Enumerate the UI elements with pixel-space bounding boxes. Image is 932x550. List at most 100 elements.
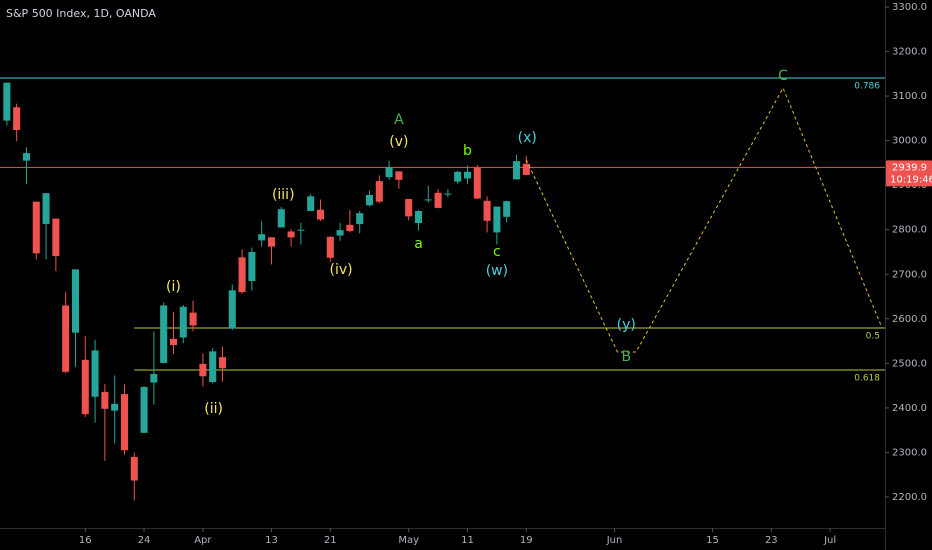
candle-body: [512, 161, 521, 180]
last-price-label: 2939.9: [892, 162, 927, 173]
candle-body: [375, 181, 383, 202]
countdown-label: 10:19:46: [890, 174, 932, 185]
x-tick-label: 15: [706, 535, 719, 546]
x-tick-label: Jul: [823, 535, 836, 546]
projection-path: [525, 86, 883, 353]
fib-level-label: 0.5: [866, 331, 880, 341]
y-tick-label: 3300.0: [892, 2, 927, 13]
y-tick-label: 3000.0: [892, 136, 927, 147]
candle-body: [3, 82, 11, 121]
candle-body: [434, 192, 442, 208]
candle-body: [483, 200, 491, 221]
x-tick-label: Jun: [606, 535, 623, 546]
candle-body: [209, 351, 217, 383]
wave-label: (i): [166, 279, 181, 295]
x-tick-label: 21: [324, 535, 337, 546]
wave-label: (y): [617, 317, 636, 333]
y-tick-label: 2300.0: [892, 447, 927, 458]
candle-body: [22, 153, 30, 161]
candle-body: [258, 234, 266, 241]
y-tick-label: 2400.0: [892, 403, 927, 414]
candle-body: [13, 107, 21, 130]
wave-label: (ii): [204, 401, 223, 417]
candle-body: [130, 456, 138, 481]
wave-label: (w): [486, 263, 508, 279]
candle-body: [248, 251, 256, 281]
candle-body: [218, 357, 227, 369]
candle-body: [503, 201, 511, 217]
candle-body: [267, 237, 276, 247]
y-tick-label: 2600.0: [892, 314, 927, 325]
candle-body: [346, 224, 354, 232]
wave-label: (iv): [330, 262, 353, 278]
candle-body: [91, 350, 99, 397]
candle-body: [42, 193, 50, 224]
candle-body: [120, 394, 128, 451]
x-tick-label: 13: [265, 535, 278, 546]
candle-body: [454, 171, 462, 182]
last-price-tag: [886, 160, 932, 187]
candle-body: [199, 363, 207, 377]
candle-body: [414, 211, 423, 224]
candle-body: [444, 193, 452, 195]
candle-body: [297, 229, 305, 231]
candle-body: [424, 199, 432, 201]
wave-label: a: [414, 236, 423, 252]
candle-body: [238, 257, 246, 293]
fib-level-label: 0.618: [854, 374, 880, 384]
candle-body: [522, 163, 530, 175]
candle-body: [71, 269, 79, 333]
x-tick-label: Apr: [194, 535, 212, 546]
candle-body: [307, 196, 315, 212]
candle-body: [150, 374, 158, 383]
candle-body: [189, 312, 197, 326]
candle-body: [32, 201, 40, 254]
wave-label: (x): [518, 130, 537, 146]
wave-label: (v): [389, 134, 408, 150]
candle-body: [473, 167, 481, 199]
candle-body: [169, 338, 177, 346]
candle-body: [365, 194, 374, 206]
wave-label: B: [621, 349, 631, 365]
candle-body: [101, 391, 109, 409]
x-tick-label: May: [398, 535, 419, 546]
wave-label: A: [394, 112, 404, 128]
candle-body: [228, 290, 236, 329]
candle-body: [111, 403, 119, 411]
candle-body: [336, 230, 344, 236]
y-tick-label: 3200.0: [892, 47, 927, 58]
candle-body: [277, 209, 285, 228]
candle-body: [81, 359, 89, 415]
candle-body: [326, 236, 334, 258]
y-tick-label: 2700.0: [892, 269, 927, 280]
candle-body: [52, 218, 60, 257]
wave-label: C: [778, 68, 788, 84]
x-tick-label: 24: [138, 535, 151, 546]
candle-body: [385, 167, 393, 178]
candle-body: [463, 171, 472, 179]
candle-body: [493, 206, 501, 233]
wave-label: b: [463, 143, 472, 159]
x-tick-label: 11: [461, 535, 474, 546]
x-tick-label: 19: [520, 535, 533, 546]
y-tick-label: 2800.0: [892, 225, 927, 236]
fib-level-label: 0.786: [854, 81, 880, 91]
candle-body: [316, 209, 325, 220]
candle-body: [356, 213, 364, 224]
wave-label: (iii): [272, 187, 295, 203]
candle-body: [140, 386, 148, 433]
wave-label: c: [493, 244, 501, 260]
candle-body: [179, 306, 187, 338]
candle-body: [287, 231, 295, 238]
y-tick-label: 2200.0: [892, 492, 927, 503]
y-tick-label: 3100.0: [892, 91, 927, 102]
candle-body: [62, 305, 70, 372]
candle-body: [160, 305, 168, 363]
candle-body: [395, 171, 403, 180]
x-tick-label: 23: [765, 535, 778, 546]
candle-body: [405, 198, 413, 217]
x-tick-label: 16: [79, 535, 92, 546]
chart-title: S&P 500 Index, 1D, OANDA: [6, 7, 156, 20]
